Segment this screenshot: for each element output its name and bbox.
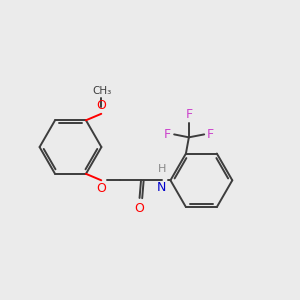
Text: O: O	[96, 182, 106, 195]
Text: F: F	[207, 128, 214, 141]
Text: O: O	[134, 202, 144, 214]
Text: CH₃: CH₃	[92, 86, 112, 96]
Text: O: O	[96, 99, 106, 112]
Text: N: N	[157, 181, 166, 194]
Text: F: F	[164, 128, 171, 141]
Text: F: F	[185, 108, 192, 121]
Text: H: H	[158, 164, 166, 173]
